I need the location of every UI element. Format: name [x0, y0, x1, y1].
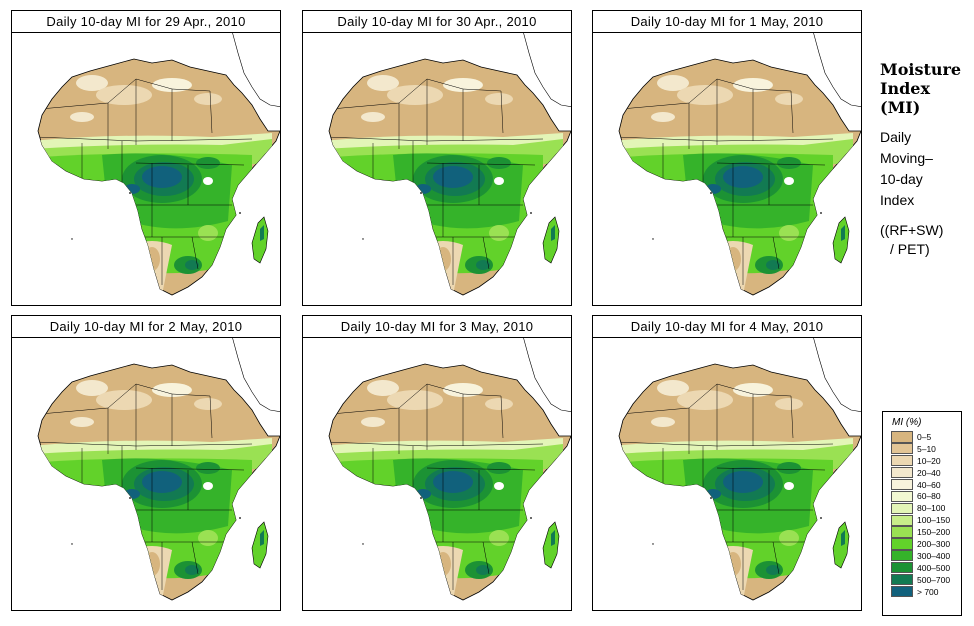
panel-title: Daily 10-day MI for 29 Apr., 2010 [11, 10, 281, 33]
legend-label: > 700 [917, 586, 939, 597]
legend-label: 80–100 [917, 503, 946, 514]
legend-items: 0–5 5–10 10–20 20–40 40–60 60–80 80–100 100–150… [883, 431, 961, 598]
legend-swatch [891, 490, 913, 502]
legend-swatch [891, 574, 913, 586]
legend-label: 500–700 [917, 574, 951, 585]
index-formula: ((RF+SW) / PET) [880, 222, 944, 257]
legend-item: 60–80 [883, 490, 961, 502]
map-panel: Daily 10-day MI for 29 Apr., 2010 [11, 10, 281, 306]
legend-label: 200–300 [917, 538, 951, 549]
legend: MI (%) 0–5 5–10 10–20 20–40 40–60 60–80 80–100… [882, 411, 962, 616]
panel-title: Daily 10-day MI for 3 May, 2010 [302, 315, 572, 338]
africa-map [302, 32, 572, 306]
legend-item: 5–10 [883, 443, 961, 455]
panel-title: Daily 10-day MI for 1 May, 2010 [592, 10, 862, 33]
legend-label: 10–20 [917, 455, 941, 466]
legend-item: 500–700 [883, 574, 961, 586]
legend-item: 150–200 [883, 526, 961, 538]
legend-swatch [891, 514, 913, 526]
legend-swatch [891, 478, 913, 491]
index-title: Moisture Index (MI) [880, 60, 962, 117]
legend-swatch [891, 550, 913, 562]
index-description: Moisture Index (MI) Daily Moving– 10-day… [880, 60, 970, 259]
legend-label: 40–60 [917, 479, 941, 490]
legend-swatch [891, 538, 913, 550]
legend-swatch [891, 443, 913, 455]
legend-swatch [891, 526, 913, 538]
legend-label: 100–150 [917, 515, 951, 526]
legend-item: 80–100 [883, 502, 961, 514]
map-panel: Daily 10-day MI for 4 May, 2010 [592, 315, 862, 611]
legend-item: 400–500 [883, 562, 961, 574]
legend-item: 40–60 [883, 478, 961, 491]
legend-label: 20–40 [917, 467, 941, 478]
africa-map [11, 32, 281, 306]
map-panel: Daily 10-day MI for 3 May, 2010 [302, 315, 572, 611]
index-subtitle: Daily Moving– 10-day Index [880, 129, 933, 208]
legend-item: 300–400 [883, 550, 961, 562]
legend-label: 400–500 [917, 562, 951, 573]
legend-item: 0–5 [883, 431, 961, 443]
africa-map [11, 337, 281, 611]
legend-swatch [891, 585, 913, 598]
panel-title: Daily 10-day MI for 30 Apr., 2010 [302, 10, 572, 33]
legend-item: 200–300 [883, 538, 961, 550]
legend-item: 20–40 [883, 467, 961, 479]
legend-swatch [891, 431, 913, 443]
legend-label: 150–200 [917, 527, 951, 538]
map-panel: Daily 10-day MI for 1 May, 2010 [592, 10, 862, 306]
legend-swatch [891, 467, 913, 479]
legend-label: 60–80 [917, 491, 941, 502]
legend-swatch [891, 455, 913, 467]
legend-item: > 700 [883, 585, 961, 598]
panel-title: Daily 10-day MI for 4 May, 2010 [592, 315, 862, 338]
legend-swatch [891, 562, 913, 574]
legend-label: 300–400 [917, 550, 951, 561]
africa-map [302, 337, 572, 611]
africa-map [592, 337, 862, 611]
map-panel: Daily 10-day MI for 2 May, 2010 [11, 315, 281, 611]
africa-map [592, 32, 862, 306]
legend-item: 100–150 [883, 514, 961, 526]
legend-label: 0–5 [917, 431, 932, 442]
legend-item: 10–20 [883, 455, 961, 467]
legend-swatch [891, 502, 913, 514]
panel-title: Daily 10-day MI for 2 May, 2010 [11, 315, 281, 338]
legend-label: 5–10 [917, 443, 936, 454]
map-panel: Daily 10-day MI for 30 Apr., 2010 [302, 10, 572, 306]
legend-title: MI (%) [892, 417, 922, 428]
